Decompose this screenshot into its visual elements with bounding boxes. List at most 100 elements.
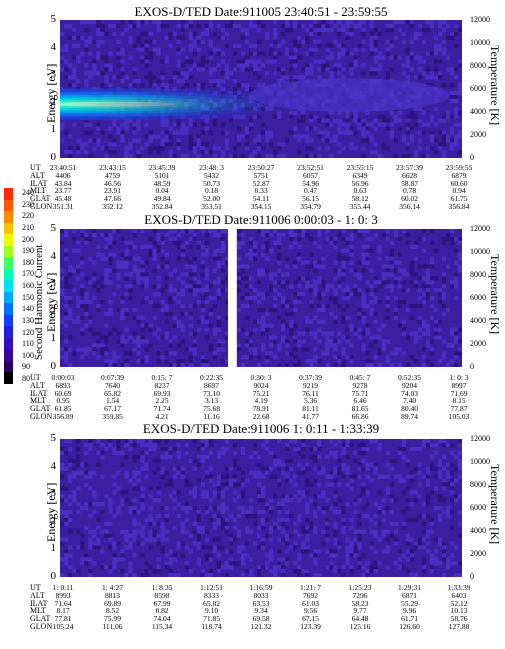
table-cell: 6879 xyxy=(451,170,467,180)
table-cell: 1:29:31 xyxy=(398,583,421,592)
colorbar-label: 160 xyxy=(22,281,34,290)
colorbar-label: 190 xyxy=(22,246,34,256)
spectrogram-plot xyxy=(60,439,462,577)
table-cell: 77.87 xyxy=(450,404,468,414)
colorbar-segment xyxy=(4,222,13,235)
table-cell: 60.02 xyxy=(401,194,418,204)
table-cell: 0:45: 7 xyxy=(349,373,371,382)
table-row-label: UT xyxy=(30,373,41,382)
table-cell: 8993 xyxy=(55,590,71,600)
table-cell: 23:59:55 xyxy=(445,163,473,172)
table-cell: 47.66 xyxy=(104,194,121,204)
table-cell: 1.54 xyxy=(105,396,120,406)
y-axis-title: Energy [eV] xyxy=(44,482,58,542)
y-tick-label: 4 xyxy=(50,459,57,472)
table-cell: 69.93 xyxy=(153,388,171,398)
colorbar-label: 90 xyxy=(22,362,30,372)
y-tick-label: 5 xyxy=(50,13,57,25)
table-cell: 1: 4:27 xyxy=(101,583,124,592)
spectrogram-canvas xyxy=(60,20,462,158)
table-cell: 74.04 xyxy=(153,614,171,624)
table-cell: 0.33 xyxy=(254,186,268,196)
table-cell: 105.03 xyxy=(448,412,470,421)
y2-tick-label: 2000 xyxy=(470,339,486,348)
y2-tick-label: 10000 xyxy=(470,38,490,47)
noise-layer xyxy=(60,229,462,367)
colorbar-title: Second Harmonic Current xyxy=(33,244,45,360)
table-cell: 65.82 xyxy=(104,388,121,398)
chart-title: EXOS-D/TED Date:911006 1: 0:11 - 1:33:39 xyxy=(142,421,380,436)
table-cell: 69.58 xyxy=(252,614,270,624)
table-cell: 127.88 xyxy=(448,622,470,631)
table-cell: 4.21 xyxy=(155,412,169,421)
table-cell: 355.44 xyxy=(349,202,371,211)
table-cell: 125.16 xyxy=(349,622,371,631)
colorbar-segment xyxy=(4,188,13,201)
table-cell: 0:52:35 xyxy=(398,373,421,382)
colorbar-segment xyxy=(4,199,13,212)
table-cell: 0:07:39 xyxy=(101,373,124,382)
table-cell: 58.23 xyxy=(351,598,369,608)
colorbar-label: 230 xyxy=(22,199,34,209)
table-cell: 2.25 xyxy=(155,396,169,406)
colorbar-label: 220 xyxy=(22,211,34,221)
table-cell: 54.96 xyxy=(302,178,319,188)
table-cell: 0:37:39 xyxy=(299,373,322,382)
table-row-label: GLON xyxy=(30,202,53,211)
table-cell: 41.77 xyxy=(302,412,319,421)
colorbar-segment xyxy=(4,234,13,247)
y2-tick-label: 8000 xyxy=(470,61,486,70)
table-cell: 71.85 xyxy=(203,614,220,624)
y2-axis-title: Temperature [K] xyxy=(488,464,502,545)
table-row-label: GLAT xyxy=(30,614,51,624)
y-tick-label: 2 xyxy=(50,304,57,317)
y-tick-label: 3 xyxy=(50,487,57,500)
table-row-label: ILAT xyxy=(30,178,48,188)
colorbar-label: 100 xyxy=(22,350,34,360)
table-cell: 0:15: 7 xyxy=(151,373,173,382)
table-cell: 45.48 xyxy=(54,194,72,204)
table-cell: 5.36 xyxy=(303,396,318,406)
table-cell: 23:55:15 xyxy=(346,163,374,172)
table-cell: 6.46 xyxy=(353,396,367,406)
table-cell: 0.18 xyxy=(204,186,219,196)
table-row-label: ILAT xyxy=(30,388,48,398)
band-layer xyxy=(60,101,175,107)
table-cell: 359.85 xyxy=(102,412,123,421)
table-cell: 1:21: 7 xyxy=(299,583,322,592)
colorbar-label: 120 xyxy=(22,327,34,337)
table-cell: 23:45:39 xyxy=(148,163,176,172)
table-cell: 74.03 xyxy=(401,388,418,398)
y2-tick-label: 10000 xyxy=(470,247,490,256)
table-cell: 0:22:35 xyxy=(200,373,223,382)
y2-tick-label: 12000 xyxy=(470,15,490,24)
colorbar-label: 210 xyxy=(22,222,34,232)
table-cell: 0.95 xyxy=(56,396,70,406)
table-cell: 126.60 xyxy=(399,622,420,631)
table-cell: 81.11 xyxy=(302,404,319,414)
table-cell: 23:48: 3 xyxy=(199,163,224,172)
table-cell: 60.60 xyxy=(450,178,468,188)
table-cell: 356.84 xyxy=(448,202,470,211)
table-cell: 63.53 xyxy=(252,598,270,608)
table-cell: 123.39 xyxy=(300,622,321,631)
band-tail xyxy=(248,78,450,112)
table-cell: 61.85 xyxy=(54,404,72,414)
y2-tick-label: 4000 xyxy=(470,316,486,325)
table-cell: 9.34 xyxy=(254,606,268,616)
table-cell: 9219 xyxy=(303,380,318,390)
table-cell: 50.73 xyxy=(203,178,220,188)
table-row-label: ALT xyxy=(30,170,45,180)
table-cell: 71.64 xyxy=(54,598,72,608)
table-cell: 67.17 xyxy=(104,404,121,414)
table-cell: 6628 xyxy=(402,170,417,180)
table-cell: 8997 xyxy=(451,380,467,390)
y-tick-label: 2 xyxy=(50,95,57,108)
table-cell: 8333 xyxy=(204,590,219,600)
table-cell: 46.56 xyxy=(104,178,121,188)
table-cell: 1:25:23 xyxy=(348,583,372,592)
y-tick-label: 0 xyxy=(50,360,57,372)
colorbar-label: 80 xyxy=(22,374,30,383)
y-tick-label: 4 xyxy=(50,40,57,53)
table-row-label: MLT xyxy=(30,606,47,616)
